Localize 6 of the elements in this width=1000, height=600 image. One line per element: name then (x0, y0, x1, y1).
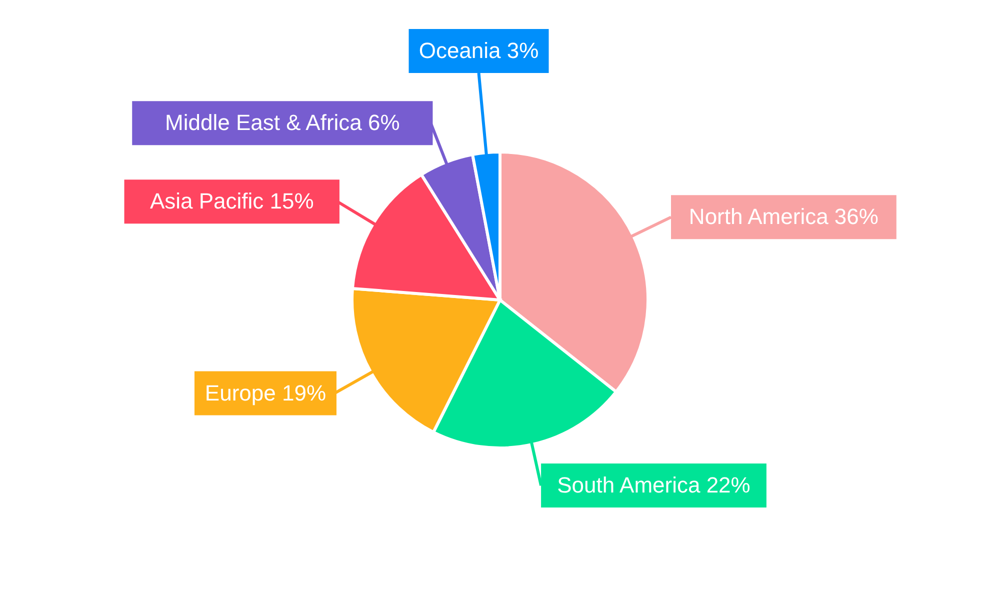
slice-label: Middle East & Africa 6% (165, 110, 400, 136)
slice-label: Asia Pacific 15% (150, 188, 314, 214)
slice-label: Oceania 3% (418, 38, 539, 63)
slice-label: Europe 19% (204, 380, 326, 406)
slice-label: North America 36% (688, 204, 878, 230)
slice-label: South America 22% (557, 472, 750, 498)
